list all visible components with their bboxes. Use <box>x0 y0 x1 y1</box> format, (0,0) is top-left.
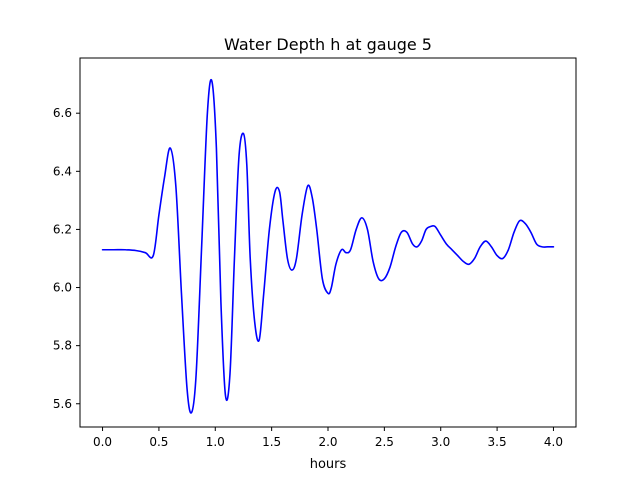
chart-title: Water Depth h at gauge 5 <box>224 35 432 54</box>
x-tick-label: 1.5 <box>262 435 281 449</box>
plot-area <box>79 57 577 428</box>
x-tick-label: 4.0 <box>544 435 563 449</box>
y-tick-label: 5.8 <box>53 339 72 353</box>
y-tick-label: 6.0 <box>53 281 72 295</box>
y-tick-label: 5.6 <box>53 397 72 411</box>
y-axis: 5.6 5.8 6.0 6.2 6.4 6.6 <box>53 106 80 411</box>
x-tick-label: 3.5 <box>488 435 507 449</box>
x-axis: 0.0 0.5 1.0 1.5 2.0 2.5 3.0 3.5 4.0 <box>93 427 563 449</box>
y-tick-label: 6.4 <box>53 164 72 178</box>
series-line-water-depth <box>101 79 555 414</box>
x-tick-label: 1.0 <box>206 435 225 449</box>
x-tick-label: 2.5 <box>375 435 394 449</box>
y-tick-label: 6.2 <box>53 222 72 236</box>
x-tick-label: 0.5 <box>149 435 168 449</box>
x-tick-label: 3.0 <box>431 435 450 449</box>
x-axis-label: hours <box>310 457 347 472</box>
y-tick-label: 6.6 <box>53 106 72 120</box>
x-tick-label: 2.0 <box>318 435 337 449</box>
plot-background <box>80 58 576 427</box>
x-tick-label: 0.0 <box>93 435 112 449</box>
